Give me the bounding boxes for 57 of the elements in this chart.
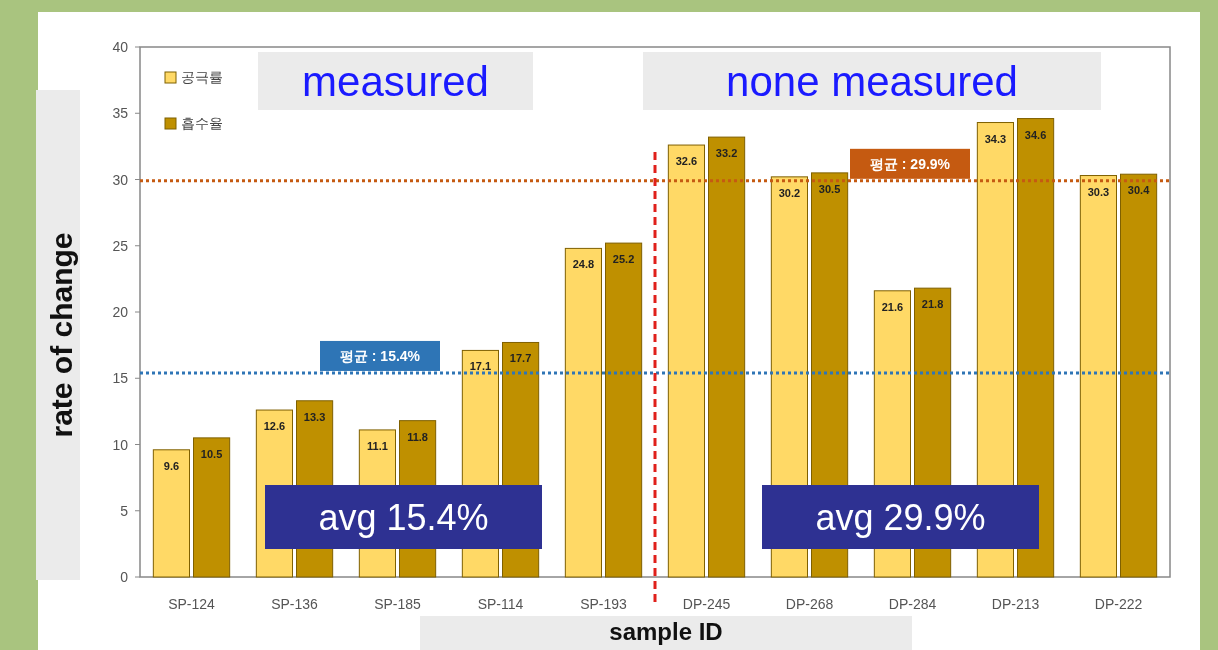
data-label: 13.3 bbox=[303, 410, 326, 423]
x-tick-label: DP-245 bbox=[682, 596, 731, 612]
data-label: 30.5 bbox=[818, 182, 841, 195]
data-label: 11.1 bbox=[367, 439, 388, 452]
data-label: 25.2 bbox=[612, 253, 635, 266]
x-tick-label: DP-284 bbox=[888, 596, 937, 612]
data-label: 17.1 bbox=[469, 360, 492, 373]
x-tick-label: DP-268 bbox=[785, 596, 834, 612]
data-label: 30.2 bbox=[778, 186, 801, 199]
bar bbox=[605, 242, 643, 578]
bar bbox=[152, 449, 190, 578]
y-tick-label: 20 bbox=[112, 304, 129, 320]
y-tick-label: 30 bbox=[112, 171, 129, 188]
y-tick-label: 0 bbox=[120, 569, 129, 585]
x-tick-label: DP-213 bbox=[991, 596, 1040, 612]
data-label: 11.8 bbox=[407, 430, 428, 443]
data-label: 21.8 bbox=[921, 298, 944, 311]
data-label: 24.8 bbox=[572, 258, 595, 271]
data-label: 34.6 bbox=[1024, 128, 1047, 141]
bar bbox=[708, 136, 746, 578]
ref-line-label: 평균 : 15.4% bbox=[339, 347, 421, 364]
bar bbox=[193, 437, 231, 578]
data-label: 33.2 bbox=[715, 147, 738, 160]
bar bbox=[667, 144, 705, 578]
data-label: 9.6 bbox=[163, 459, 180, 472]
y-tick-label: 25 bbox=[112, 237, 129, 254]
data-label: 34.3 bbox=[984, 132, 1007, 145]
x-tick-label: SP-136 bbox=[271, 596, 319, 612]
y-tick-label: 40 bbox=[112, 39, 129, 55]
bar bbox=[1079, 175, 1117, 578]
x-axis-title: sample ID bbox=[609, 618, 723, 645]
y-tick-label: 15 bbox=[112, 370, 129, 387]
annotation: measured bbox=[302, 57, 489, 105]
data-label: 10.5 bbox=[200, 447, 223, 460]
annotation: avg 15.4% bbox=[318, 496, 489, 538]
y-tick-label: 5 bbox=[120, 502, 129, 519]
data-label: 17.7 bbox=[509, 352, 532, 365]
x-tick-label: DP-222 bbox=[1094, 596, 1143, 612]
ref-line-label: 평균 : 29.9% bbox=[869, 155, 951, 172]
bar bbox=[1120, 173, 1158, 578]
data-label: 12.6 bbox=[263, 420, 286, 433]
x-tick-label: SP-185 bbox=[374, 596, 422, 612]
data-label: 21.6 bbox=[881, 300, 904, 313]
annotation: none measured bbox=[726, 57, 1018, 105]
legend-label: 공극률 bbox=[181, 69, 223, 85]
x-tick-label: SP-124 bbox=[168, 596, 216, 612]
data-label: 30.4 bbox=[1127, 184, 1151, 197]
data-label: 30.3 bbox=[1087, 185, 1110, 198]
annotation: avg 29.9% bbox=[815, 496, 986, 538]
bar bbox=[564, 247, 602, 578]
y-axis-title: rate of change bbox=[45, 232, 78, 438]
y-tick-label: 35 bbox=[112, 105, 129, 122]
x-tick-label: SP-114 bbox=[477, 596, 524, 612]
legend-label: 흡수율 bbox=[181, 115, 223, 131]
x-tick-label: SP-193 bbox=[580, 596, 628, 612]
data-label: 32.6 bbox=[675, 155, 698, 168]
y-tick-label: 10 bbox=[112, 436, 129, 453]
